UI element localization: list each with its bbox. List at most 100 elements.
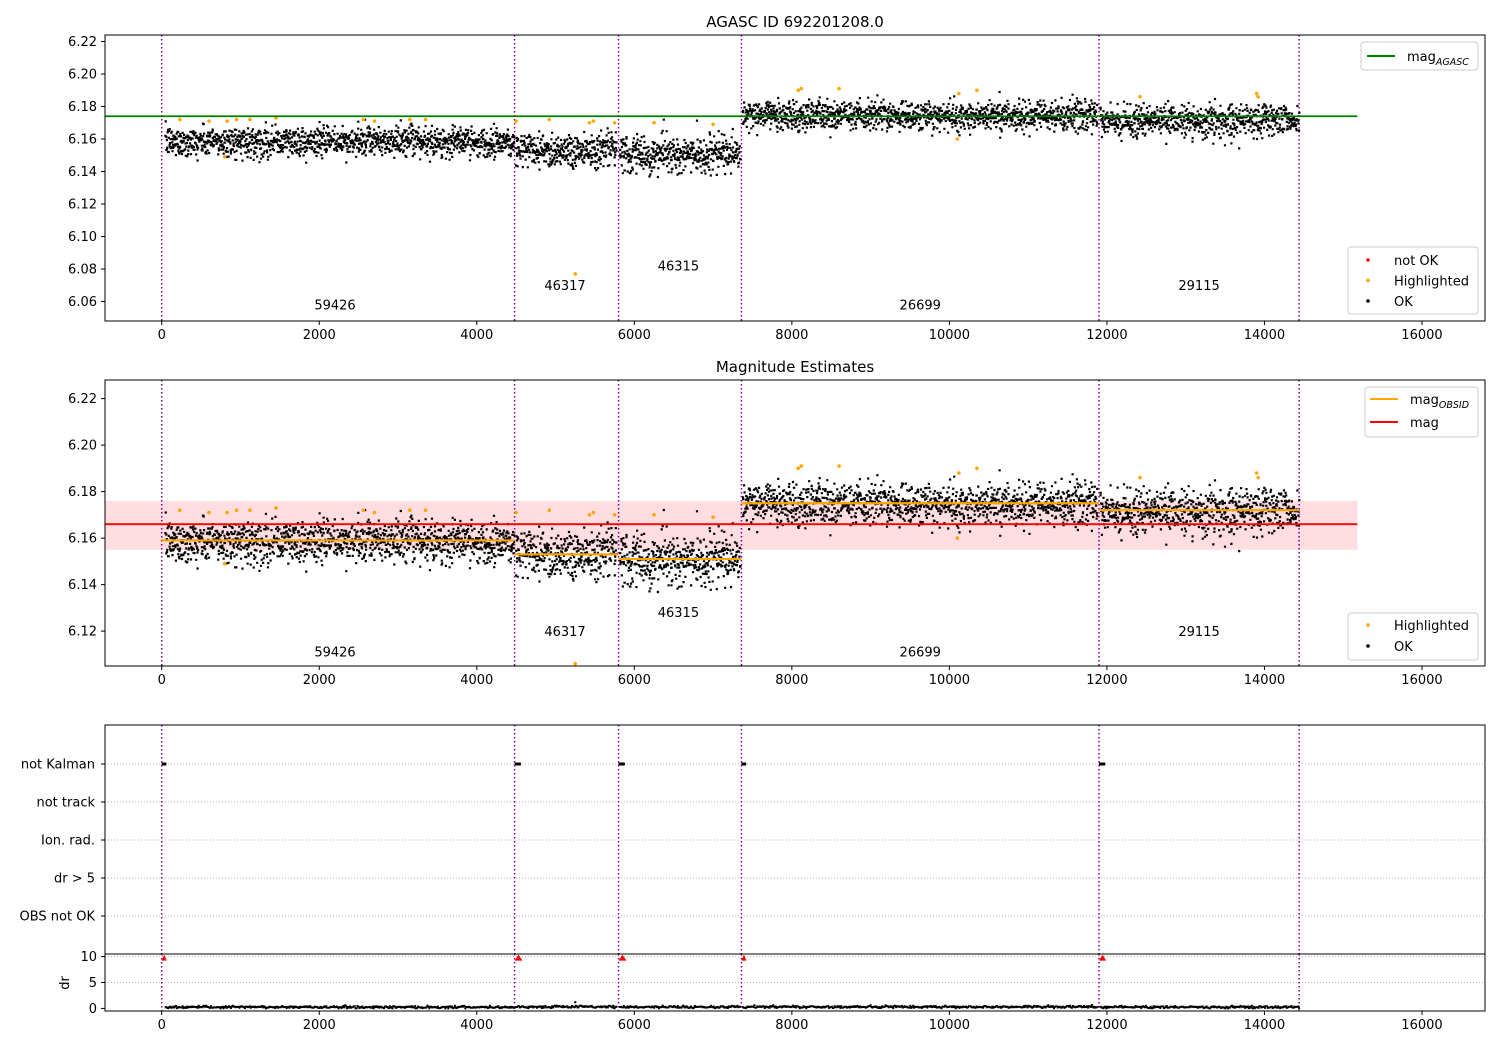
highlighted-point-3 (225, 119, 229, 123)
highlighted-point-8 (372, 510, 377, 515)
dr-panel: dr 0 2000 4000 6000 8000 10000 12000 14000 16000… (58, 950, 1486, 1033)
highlighted-point-13 (573, 272, 578, 276)
ok-points-path-2 (619, 118, 742, 179)
highlighted-point-2 (222, 155, 227, 159)
dr-clipped-mark-4 (1099, 954, 1107, 961)
dr-points-obs-4 (1099, 1004, 1301, 1010)
highlighted-point-18 (711, 515, 715, 519)
highlighted-point-6 (274, 506, 278, 510)
x-tick-label-16000: 16000 (1401, 328, 1442, 343)
highlighted-point-8 (372, 119, 377, 123)
highlighted-point-17 (652, 120, 656, 125)
highlighted-point-16 (612, 120, 617, 125)
x-tick-label-16000: 16000 (1401, 673, 1442, 688)
highlighted-point-4 (234, 508, 239, 513)
highlighted-point-12 (547, 117, 552, 122)
dr-points-obs-1 (515, 1004, 618, 1010)
magnitude-estimates-panel: Magnitude Estimates 59426 46317 46315 26699… (68, 358, 1486, 688)
flag-label-0: not Kalman (21, 758, 95, 773)
highlighted-point-7 (361, 117, 366, 122)
y-tick-label-0: 0 (89, 1002, 97, 1017)
x-tick-label-6000: 6000 (618, 1018, 651, 1033)
flag-label-2: Ion. rad. (41, 834, 95, 849)
ok-points-path-4 (1099, 479, 1301, 553)
x-tick-label-16000: 16000 (1401, 1018, 1442, 1033)
legend-estimates-label-1: mag (1410, 416, 1439, 431)
highlighted-point-10 (423, 508, 428, 513)
highlighted-point-11 (514, 510, 518, 515)
highlighted-point-1 (207, 510, 211, 515)
highlighted-point-13 (573, 661, 578, 666)
y-tick-label-5: 6.16 (68, 133, 97, 148)
dr-points-obs-0 (164, 1004, 516, 1010)
y-tick-label-8: 6.22 (68, 35, 97, 50)
y-tick-label-5: 6.22 (68, 392, 97, 407)
ok-points-obs-1 (514, 521, 618, 584)
highlighted-point-14 (587, 513, 592, 517)
legend-estimates-status-swatch-1 (1366, 644, 1370, 648)
legend-bottom-agasc (1347, 246, 1479, 315)
y-tick-label-2: 6.10 (68, 230, 97, 245)
legend-status-label-2: OK (1394, 295, 1413, 310)
x-tick-label-10000: 10000 (929, 673, 970, 688)
highlighted-point-15 (591, 119, 596, 123)
x-tick-label-2000: 2000 (303, 328, 336, 343)
obsid-label-26699: 26699 (900, 299, 941, 314)
highlighted-point-17 (652, 513, 656, 517)
y-tick-label-0: 6.12 (68, 625, 97, 640)
highlighted-point-10 (423, 117, 428, 122)
x-tick-label-12000: 12000 (1086, 328, 1127, 343)
highlighted-point-14 (587, 120, 592, 125)
highlighted-point-21 (837, 464, 841, 468)
panel-title-magnitude-estimates: Magnitude Estimates (716, 358, 874, 376)
highlighted-point-15 (591, 510, 596, 515)
dr-axis-label: dr (58, 976, 73, 990)
y-tick-label-1: 6.08 (68, 263, 97, 278)
flag-label-1: not track (36, 796, 95, 811)
x-tick-label-10000: 10000 (929, 1018, 970, 1033)
highlighted-point-25 (1138, 475, 1142, 480)
ok-points-obs-3 (742, 90, 1099, 139)
dr-clipped-mark-0 (161, 954, 167, 961)
ok-points-obs-2 (619, 508, 742, 594)
highlighted-point-11 (514, 119, 518, 123)
x-tick-label-0: 0 (158, 673, 166, 688)
highlighted-point-20 (799, 464, 804, 468)
panel-title-agasc: AGASC ID 692201208.0 (706, 13, 884, 31)
y-tick-label-4: 6.14 (68, 165, 97, 180)
x-tick-label-10000: 10000 (929, 328, 970, 343)
ok-points-path-2 (619, 508, 742, 594)
y-tick-label-4: 6.20 (68, 439, 97, 454)
legend-estimates-status-swatch-0 (1366, 623, 1370, 627)
x-tick-label-8000: 8000 (775, 1018, 808, 1033)
ok-points-path-4 (1099, 97, 1301, 150)
highlighted-point-20 (799, 86, 804, 91)
obsid-label-59426: 59426 (314, 646, 355, 661)
agasc-magnitude-panel: AGASC ID 692201208.0 59426 46317 46315 2669… (68, 13, 1486, 343)
legend-estimates-status-label-0: Highlighted (1394, 619, 1469, 634)
highlighted-point-19 (796, 466, 800, 471)
x-tick-label-14000: 14000 (1244, 328, 1285, 343)
highlighted-point-1 (207, 119, 211, 123)
legend-status-label-0: not OK (1394, 254, 1439, 269)
x-tick-label-8000: 8000 (775, 328, 808, 343)
ok-points-path-1 (514, 521, 618, 584)
legend-bottom-estimates (1347, 612, 1479, 661)
highlighted-point-5 (248, 508, 252, 513)
x-tick-label-2000: 2000 (303, 1018, 336, 1033)
x-tick-label-0: 0 (158, 328, 166, 343)
x-tick-label-4000: 4000 (460, 1018, 493, 1033)
obsid-label-29115: 29115 (1178, 625, 1219, 640)
legend-status-label-1: Highlighted (1394, 275, 1469, 290)
x-tick-label-6000: 6000 (618, 673, 651, 688)
flag-mark-2 (618, 762, 625, 766)
ok-points-obs-4 (1099, 479, 1301, 553)
highlighted-point-26 (1254, 91, 1259, 96)
legend-status-swatch-1 (1366, 278, 1370, 283)
dr-outlier-0 (574, 1000, 577, 1004)
y-tick-label-2: 6.16 (68, 532, 97, 547)
y-tick-label-1: 5 (89, 976, 97, 991)
ok-points-path-0 (164, 118, 516, 164)
highlighted-point-0 (178, 508, 182, 513)
legend-top-agasc (1360, 41, 1479, 71)
